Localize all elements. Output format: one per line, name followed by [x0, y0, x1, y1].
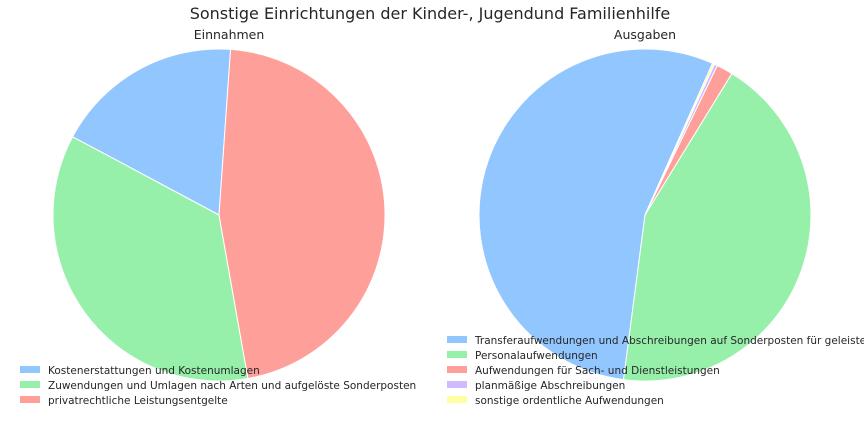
pie-ausgaben-slice-transferaufwendungen-und-abschreibungen- — [478, 48, 714, 381]
pie-ausgaben-legend-swatch-planma-ige-abschreibungen — [447, 381, 467, 388]
pie-einnahmen-title: Einnahmen — [194, 27, 265, 42]
pie-ausgaben: Ausgaben Transferaufwendungen und Abschre… — [447, 27, 864, 407]
pie-einnahmen-legend-swatch-kostenerstattungen-und-kostenumlagen — [20, 366, 40, 373]
pie-ausgaben-slice-personalaufwendungen — [622, 72, 812, 382]
pie-einnahmen-slice-kostenerstattungen-und-kostenumlagen — [71, 48, 232, 216]
pie-ausgaben-legend-label-planma-ige-abschreibungen: planmäßige Abschreibungen — [475, 380, 625, 392]
pie-einnahmen-legend-swatch-privatrechtliche-leistungsentgelte — [20, 396, 40, 403]
pie-ausgaben-legend-swatch-aufwendungen-fur-sach-und-dienstleistung — [447, 366, 467, 373]
pie-einnahmen-slice-zuwendungen-und-umlagen-nach-arten-und-a — [52, 136, 249, 382]
pie-ausgaben-legend-swatch-sonstige-ordentliche-aufwendungen — [447, 396, 467, 403]
pie-einnahmen-legend-swatch-zuwendungen-und-umlagen-nach-arten-und-a — [20, 381, 40, 388]
pie-einnahmen-legend-label-privatrechtliche-leistungsentgelte: privatrechtliche Leistungsentgelte — [48, 395, 228, 407]
chart-title: Sonstige Einrichtungen der Kinder-, Juge… — [190, 4, 671, 23]
pie-ausgaben-legend-label-transferaufwendungen-und-abschreibungen-: Transferaufwendungen und Abschreibungen … — [474, 335, 864, 347]
pie-ausgaben-legend-swatch-transferaufwendungen-und-abschreibungen- — [447, 336, 467, 343]
pie-ausgaben-title: Ausgaben — [614, 27, 676, 42]
pie-einnahmen-legend-label-kostenerstattungen-und-kostenumlagen: Kostenerstattungen und Kostenumlagen — [48, 365, 260, 377]
pie-einnahmen-legend-label-zuwendungen-und-umlagen-nach-arten-und-a: Zuwendungen und Umlagen nach Arten und a… — [48, 380, 416, 392]
pie-ausgaben-legend-label-personalaufwendungen: Personalaufwendungen — [475, 350, 598, 362]
pie-einnahmen: Einnahmen Kostenerstattungen und Kostenum… — [20, 27, 416, 407]
pie-ausgaben-slice-sonstige-ordentliche-aufwendungen — [644, 62, 716, 216]
pie-ausgaben-legend-swatch-personalaufwendungen — [447, 351, 467, 358]
pie-einnahmen-slice-privatrechtliche-leistungsentgelte — [218, 48, 386, 380]
pie-ausgaben-legend-label-aufwendungen-fur-sach-und-dienstleistung: Aufwendungen für Sach- und Dienstleistun… — [475, 365, 720, 377]
pie-ausgaben-legend-label-sonstige-ordentliche-aufwendungen: sonstige ordentliche Aufwendungen — [475, 395, 664, 407]
